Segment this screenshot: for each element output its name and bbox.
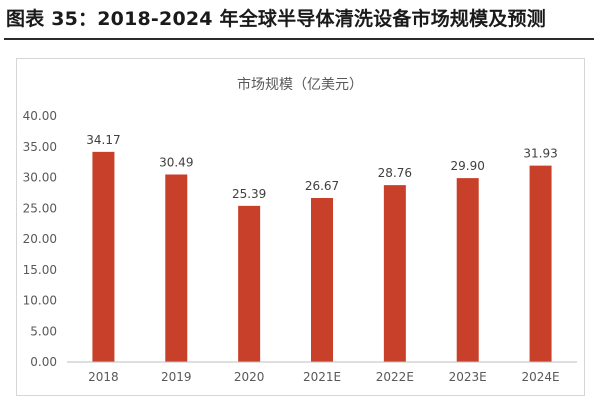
- data-label: 31.93: [523, 147, 557, 161]
- x-axis-labels: 2018 2019 2020 2021E 2022E 2023E 2024E: [88, 370, 559, 384]
- y-tick-label: 20.00: [23, 232, 57, 246]
- x-tick-label: 2022E: [376, 370, 414, 384]
- bar-2019: [165, 174, 188, 362]
- y-tick-label: 0.00: [30, 355, 57, 369]
- bar-2020: [238, 205, 261, 362]
- bar-2023E: [456, 178, 479, 362]
- y-tick-label: 35.00: [23, 140, 57, 154]
- y-tick-label: 10.00: [23, 294, 57, 308]
- bar-2018: [92, 151, 115, 362]
- figure-title: 图表 35：2018-2024 年全球半导体清洗设备市场规模及预测: [6, 8, 546, 30]
- bar-chart: 市场规模（亿美元） 0.00 5.00 10.00 15.00 20.00 25.00 30…: [23, 76, 577, 384]
- y-tick-label: 30.00: [23, 171, 57, 185]
- data-labels: 34.17 30.49 25.39 26.67 28.76 29.90 31.93: [86, 133, 558, 201]
- x-tick-label: 2019: [161, 370, 192, 384]
- chart-title: 市场规模（亿美元）: [237, 76, 363, 93]
- bar-2021E: [311, 197, 333, 362]
- data-label: 30.49: [159, 155, 193, 169]
- title-divider: [4, 38, 594, 40]
- y-tick-label: 15.00: [23, 263, 57, 277]
- x-tick-label: 2024E: [522, 370, 560, 384]
- y-tick-label: 25.00: [23, 201, 57, 215]
- data-label: 28.76: [378, 166, 412, 180]
- x-tick-label: 2023E: [449, 370, 487, 384]
- chart-frame: 市场规模（亿美元） 0.00 5.00 10.00 15.00 20.00 25.00 30…: [16, 58, 585, 396]
- data-label: 26.67: [305, 179, 339, 193]
- data-label: 34.17: [86, 133, 120, 147]
- y-tick-label: 40.00: [23, 109, 57, 123]
- y-axis-labels: 0.00 5.00 10.00 15.00 20.00 25.00 30.00 35.00 40…: [23, 109, 57, 369]
- bar-2024E: [529, 165, 552, 362]
- x-tick-label: 2020: [234, 370, 265, 384]
- bars: [92, 151, 552, 362]
- x-tick-label: 2021E: [303, 370, 341, 384]
- data-label: 29.90: [451, 159, 485, 173]
- bar-2022E: [383, 185, 406, 362]
- y-tick-label: 5.00: [30, 324, 57, 338]
- x-tick-label: 2018: [88, 370, 119, 384]
- data-label: 25.39: [232, 187, 266, 201]
